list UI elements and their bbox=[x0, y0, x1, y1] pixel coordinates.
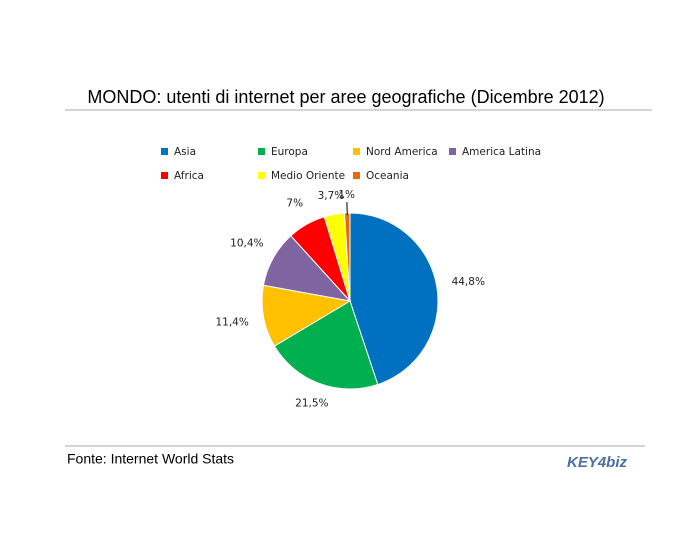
legend-swatch bbox=[449, 148, 456, 155]
chart-title: MONDO: utenti di internet per aree geogr… bbox=[87, 87, 604, 107]
source: Fonte: Internet World Stats bbox=[67, 451, 234, 467]
data-label: 21,5% bbox=[295, 398, 328, 410]
legend-label: Nord America bbox=[366, 146, 438, 158]
legend-label: Europa bbox=[271, 146, 308, 158]
data-label: 3,7% bbox=[318, 190, 345, 202]
legend-swatch bbox=[161, 172, 168, 179]
data-label: 44,8% bbox=[452, 276, 485, 288]
logo: KEY4biz bbox=[567, 454, 628, 471]
data-label: 7% bbox=[286, 198, 303, 210]
legend-swatch bbox=[258, 148, 265, 155]
legend-label: Oceania bbox=[366, 170, 409, 182]
legend-label: Africa bbox=[174, 170, 204, 182]
legend-swatch bbox=[353, 148, 360, 155]
legend-swatch bbox=[353, 172, 360, 179]
legend-label: Medio Oriente bbox=[271, 170, 345, 182]
pie-slice bbox=[273, 300, 379, 390]
legend-swatch bbox=[161, 148, 168, 155]
legend-label: Asia bbox=[174, 146, 196, 158]
legend-swatch bbox=[258, 172, 265, 179]
data-label: 1% bbox=[338, 189, 355, 201]
legend-label: America Latina bbox=[462, 146, 541, 158]
data-label: 11,4% bbox=[215, 316, 248, 328]
pie-slice bbox=[261, 284, 352, 347]
pie-slice bbox=[349, 212, 439, 386]
data-label: 10,4% bbox=[230, 238, 263, 250]
